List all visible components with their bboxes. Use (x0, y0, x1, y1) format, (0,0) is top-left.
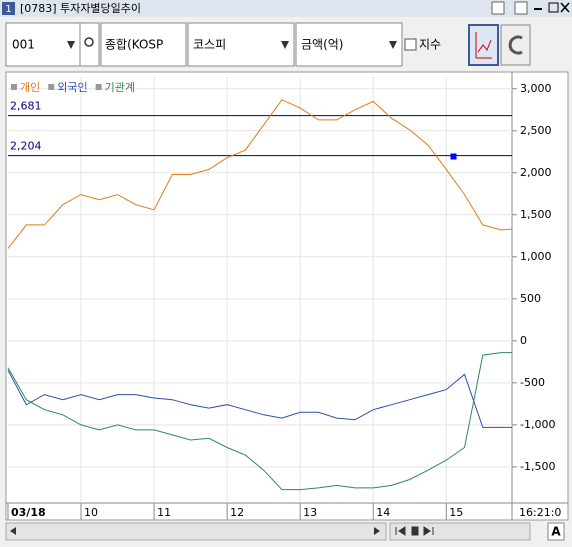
index-box[interactable] (187, 22, 295, 67)
search-button[interactable] (79, 22, 100, 67)
refresh-button[interactable] (500, 24, 531, 66)
badge-bg (2, 2, 15, 15)
legend-swatch (95, 84, 102, 90)
max-button[interactable] (514, 1, 528, 15)
market: 종합(KOSP (105, 38, 163, 52)
dropdown-arrow[interactable] (389, 41, 397, 49)
close-button[interactable] (560, 2, 570, 13)
badge: 1 (5, 4, 11, 15)
legend-label: 개인 (20, 81, 40, 94)
window-buttons[interactable] (491, 1, 570, 15)
nav-buttons[interactable] (389, 522, 531, 541)
unit-box[interactable] (295, 22, 403, 67)
scroll-track[interactable] (5, 522, 387, 541)
search-icon (84, 37, 94, 47)
chart-frame (5, 71, 569, 521)
legend-swatch (11, 84, 17, 90)
font-button-label: A (551, 525, 561, 539)
reference-label: 2,681 (10, 100, 42, 113)
x-tick-label: 15 (449, 506, 463, 519)
x-tick-label: 10 (84, 506, 98, 519)
checkbox[interactable] (404, 38, 417, 51)
help-button[interactable] (491, 1, 505, 15)
refresh-icon (508, 35, 523, 55)
y-tick-label: -1,500 (520, 460, 555, 473)
y-tick-label: -500 (520, 376, 545, 389)
series-line (7, 369, 512, 428)
index: 코스피 (193, 38, 226, 52)
y-tick-label: 3,000 (520, 82, 552, 95)
toolbar: 001 종합(KOSP 코스피 금액(억) 지수 (5, 22, 531, 67)
window-title: [0783] 투자자별당일추이 (20, 1, 141, 15)
y-tick-label: 1,000 (520, 250, 552, 263)
y-tick-label: 1,500 (520, 208, 552, 221)
code: 001 (12, 38, 35, 52)
current-time: 16:21:0 (519, 506, 561, 519)
restore-button[interactable] (548, 2, 559, 13)
x-tick-label: 03/18 (11, 506, 46, 519)
x-tick-label: 12 (230, 506, 244, 519)
dropdown-arrow[interactable] (67, 41, 75, 49)
font-button[interactable] (547, 522, 565, 541)
legend-label: 기관계 (105, 81, 135, 94)
dropdown-arrow[interactable] (281, 41, 289, 49)
y-tick-label: 500 (520, 292, 541, 305)
y-tick-label: 2,000 (520, 166, 552, 179)
chart-icon (475, 32, 492, 59)
x-tick-label: 13 (303, 506, 317, 519)
y-tick-label: 0 (520, 334, 527, 347)
y-tick-label: -1,000 (520, 418, 555, 431)
scrollbar[interactable]: A (5, 522, 565, 541)
checkbox-label: 지수 (419, 38, 441, 52)
x-tick-label: 14 (376, 506, 390, 519)
nav-icons[interactable] (395, 526, 434, 536)
cursor-marker (450, 153, 457, 160)
chart: 3,000 2,500 2,000 1,500 1,000 500 0 -500 -1,000 -… (6, 72, 568, 520)
reference-label: 2,204 (10, 140, 42, 153)
title-bar (0, 0, 572, 17)
series-line (7, 352, 512, 491)
y-tick-label: 2,500 (520, 124, 552, 137)
legend-label: 외국인 (57, 81, 87, 94)
market-box[interactable] (100, 22, 187, 67)
legend-swatch (48, 84, 55, 90)
unit: 금액(억) (301, 38, 343, 52)
x-tick-label: 11 (157, 506, 171, 519)
series-line (7, 99, 513, 249)
